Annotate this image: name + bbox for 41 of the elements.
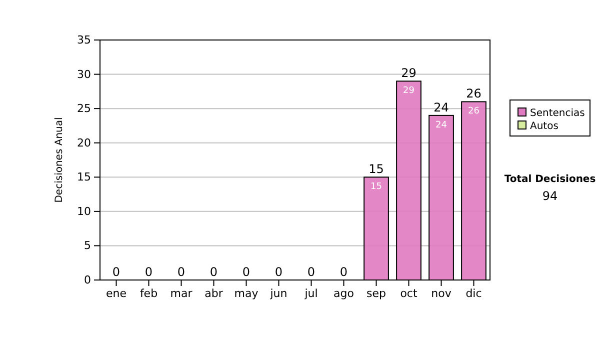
total-label: 0 (112, 265, 120, 279)
x-tick-label: feb (140, 286, 158, 300)
x-tick-label: oct (400, 286, 418, 300)
data-label: 24 (436, 120, 448, 130)
y-axis-title: Decisiones Anual (54, 117, 65, 203)
y-tick-label: 10 (77, 204, 91, 218)
x-tick-label: dic (466, 286, 482, 300)
total-label: 0 (177, 265, 186, 279)
x-tick-label: may (234, 286, 259, 300)
x-tick-label: jul (304, 286, 318, 300)
x-tick-label: sep (366, 286, 386, 300)
legend-label: Autos (530, 121, 558, 132)
x-tick-label: ene (106, 286, 127, 300)
total-label: 0 (144, 265, 153, 279)
y-tick-label: 35 (77, 34, 91, 47)
y-tick-label: 5 (84, 239, 91, 252)
x-tick-label: jun (269, 286, 288, 300)
y-tick-label: 25 (77, 102, 91, 116)
y-tick-label: 20 (77, 136, 91, 150)
data-label: 26 (468, 106, 480, 117)
total-label: 15 (368, 162, 384, 176)
total-label: 26 (466, 86, 482, 101)
x-tick-label: nov (431, 286, 452, 300)
x-tick-label: mar (170, 286, 193, 300)
data-label: 15 (370, 182, 382, 192)
data-label: 29 (403, 86, 415, 96)
total-label: 24 (434, 100, 449, 114)
y-tick-label: 15 (77, 170, 91, 184)
total-label: 0 (274, 265, 283, 279)
total-label: 0 (210, 265, 218, 279)
y-tick-label: 0 (84, 274, 91, 287)
total-label: 0 (340, 265, 348, 279)
text: Total Decisiones (504, 174, 596, 185)
total-label: 29 (401, 66, 416, 80)
total-label: 0 (242, 265, 250, 279)
legend-label: Sentencias (530, 108, 585, 119)
text: 94 (542, 189, 558, 203)
x-tick-label: ago (334, 286, 354, 300)
y-tick-label: 30 (77, 68, 91, 81)
total-label: 0 (307, 265, 316, 279)
x-tick-label: abr (204, 286, 224, 300)
